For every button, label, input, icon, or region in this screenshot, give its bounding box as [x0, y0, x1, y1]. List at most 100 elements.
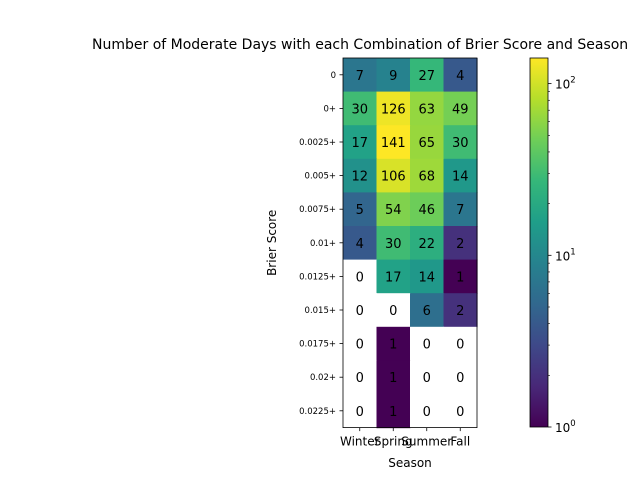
- cell-value-label: 9: [389, 69, 397, 84]
- heatmap-cell: [443, 226, 478, 261]
- y-tick-label: 0.02+: [310, 373, 336, 383]
- cell-value-label: 1: [389, 405, 397, 420]
- cell-value-label: 2: [456, 237, 464, 252]
- heatmap-cell: [443, 192, 478, 227]
- colorbar-tick-label: 101: [555, 247, 576, 263]
- heatmap-cell: [410, 360, 445, 395]
- cell-value-label: 0: [356, 338, 364, 353]
- cell-value-label: 126: [381, 102, 406, 117]
- y-tick-label: 0.015+: [305, 306, 336, 316]
- heatmap-cell: [376, 326, 411, 361]
- heatmap-cell: [410, 192, 445, 227]
- cell-value-label: 30: [351, 102, 368, 117]
- cell-value-label: 2: [456, 304, 464, 319]
- cell-value-label: 17: [385, 270, 402, 285]
- cell-value-label: 30: [452, 136, 469, 151]
- cell-value-label: 14: [452, 170, 469, 185]
- heatmap-cell: [343, 360, 378, 395]
- cell-value-label: 0: [423, 338, 431, 353]
- heatmap-cell: [443, 259, 478, 294]
- cell-value-label: 1: [456, 270, 464, 285]
- heatmap-cell: [343, 192, 378, 227]
- heatmap-cell: [376, 259, 411, 294]
- colorbar-gradient: [529, 57, 549, 428]
- heatmap-cell: [376, 394, 411, 429]
- cell-value-label: 68: [418, 170, 435, 185]
- y-tick-label: 0: [331, 71, 336, 81]
- heatmap-cell: [410, 293, 445, 328]
- axes: 0 0+ 0.0025+ 0.005+ 0.0075+ 0.01+ 0.0125+ 0.015…: [265, 57, 478, 470]
- heatmap-cell: [443, 326, 478, 361]
- colorbar-tick-label: 100: [555, 419, 576, 435]
- cell-value-label: 0: [423, 371, 431, 386]
- cell-value-label: 0: [356, 304, 364, 319]
- heatmap-cell: [343, 125, 378, 160]
- x-axis-label: Season: [388, 456, 432, 470]
- x-tick-label: Spring: [374, 435, 413, 449]
- heatmap-cell: [343, 394, 378, 429]
- cell-value-label: 5: [356, 203, 364, 218]
- colorbar: 100 101 102: [529, 57, 576, 435]
- heatmap-cell: [343, 158, 378, 193]
- cell-value-label: 0: [423, 405, 431, 420]
- heatmap-cell: [376, 125, 411, 160]
- heatmap-cell: [410, 158, 445, 193]
- heatmap-cell: [376, 91, 411, 126]
- cell-value-label: 1: [389, 371, 397, 386]
- cell-value-label: 0: [356, 405, 364, 420]
- heatmap-cell: [376, 293, 411, 328]
- heatmap-cell: [410, 259, 445, 294]
- cell-value-label: 46: [418, 203, 435, 218]
- y-tick-label: 0.0075+: [299, 205, 336, 215]
- cell-value-label: 7: [356, 69, 364, 84]
- y-tick-label: 0+: [323, 104, 336, 114]
- cell-value-label: 49: [452, 102, 469, 117]
- cell-value-label: 0: [389, 304, 397, 319]
- heatmap-cell: [343, 326, 378, 361]
- heatmap-cells: [343, 58, 478, 429]
- y-tick-label: 0.0225+: [299, 407, 336, 417]
- heatmap-cell: [376, 226, 411, 261]
- heatmap-cell: [410, 226, 445, 261]
- cell-value-label: 22: [418, 237, 435, 252]
- cell-value-label: 14: [418, 270, 435, 285]
- y-axis-label: Brier Score: [265, 210, 279, 276]
- cell-value-label: 30: [385, 237, 402, 252]
- heatmap-cell: [443, 125, 478, 160]
- y-tick-label: 0.0125+: [299, 272, 336, 282]
- heatmap-cell: [343, 91, 378, 126]
- cell-value-label: 0: [456, 371, 464, 386]
- heatmap-cell: [410, 58, 445, 93]
- colorbar-tick-label: 102: [555, 76, 576, 92]
- heatmap-cell: [410, 91, 445, 126]
- cell-value-label: 54: [385, 203, 402, 218]
- cell-value-label: 65: [418, 136, 435, 151]
- heatmap-cell: [343, 293, 378, 328]
- heatmap-cell: [410, 394, 445, 429]
- heatmap-cell: [376, 58, 411, 93]
- cell-value-label: 6: [423, 304, 431, 319]
- heatmap-cell: [410, 125, 445, 160]
- y-tick-label: 0.01+: [310, 239, 336, 249]
- heatmap-cell: [443, 158, 478, 193]
- x-tick-label: Fall: [450, 435, 470, 449]
- heatmap-cell: [376, 158, 411, 193]
- cell-value-label: 4: [456, 69, 464, 84]
- heatmap-cell: [343, 259, 378, 294]
- cell-value-label: 17: [351, 136, 368, 151]
- y-tick-label: 0.0175+: [299, 340, 336, 350]
- cell-value-label: 7: [456, 203, 464, 218]
- cell-value-label: 4: [356, 237, 364, 252]
- cell-value-label: 0: [356, 270, 364, 285]
- heatmap-cell: [343, 226, 378, 261]
- y-tick-label: 0.005+: [305, 172, 336, 182]
- heatmap-cell: [443, 293, 478, 328]
- x-tick-label: Winter: [340, 435, 380, 449]
- heatmap-cell: [443, 394, 478, 429]
- cell-value-label: 0: [456, 338, 464, 353]
- cell-value-label: 0: [456, 405, 464, 420]
- cell-value-label: 141: [381, 136, 406, 151]
- heatmap-cell: [410, 326, 445, 361]
- y-tick-label: 0.0025+: [299, 138, 336, 148]
